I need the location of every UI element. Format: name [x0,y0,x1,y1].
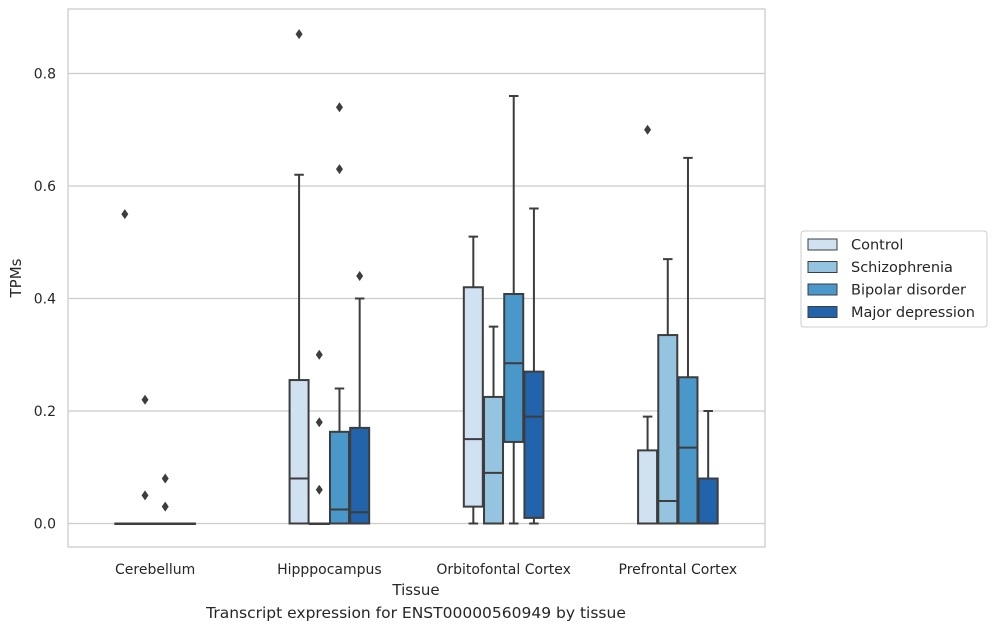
outlier-point [315,484,323,495]
y-axis-title: TPMs [7,258,25,298]
outlier-point [315,349,323,360]
x-axis-title: Tissue [391,581,439,599]
box [677,376,699,525]
x-tick-label: Hipppocampus [277,562,382,578]
box [288,379,310,525]
box [503,293,525,443]
box [483,395,505,525]
x-tick-label: Prefrontal Cortex [619,562,738,578]
box [637,449,659,525]
x-tick-labels: Cerebellum Hipppocampus Orbitofontal Corte… [115,562,737,578]
y-tick-labels: 0.0 0.2 0.4 0.6 0.8 [34,67,56,533]
legend-label: Major depression [851,305,975,321]
outlier-point [141,394,149,405]
box [657,334,679,525]
legend-label: Bipolar disorder [851,283,966,299]
plot-frame [67,8,766,548]
box [697,477,719,525]
legend: Control Schizophrenia Bipolar disorder Majo… [800,230,988,328]
legend-label: Schizophrenia [851,260,953,276]
legend-frame [800,230,988,328]
outlier-point [644,124,652,135]
y-tick-label: 0.6 [34,179,56,195]
legend-label: Control [851,238,903,254]
outlier-point [161,501,169,512]
outlier-point [141,490,149,501]
outlier-point [161,473,169,484]
x-tick-label: Cerebellum [115,562,195,578]
y-tick-label: 0.2 [34,404,56,420]
chart-caption: Transcript expression for ENST0000056094… [206,604,626,622]
box [328,430,350,525]
outlier-point [335,102,343,113]
y-tick-label: 0.0 [34,517,56,533]
legend-swatch [807,306,838,318]
box [349,426,371,525]
outlier-point [121,209,129,220]
x-tick-label: Orbitofontal Cortex [436,562,571,578]
box [523,370,545,519]
box [462,286,484,508]
outlier-point [295,29,303,40]
outlier-point [335,164,343,175]
box-series-group [114,29,719,525]
outlier-point [356,271,364,281]
outlier-point [315,417,323,428]
legend-swatch [807,238,838,251]
y-tick-label: 0.4 [34,292,56,308]
y-tick-label: 0.8 [34,67,56,83]
legend-swatch [807,283,838,296]
legend-swatch [807,261,838,273]
